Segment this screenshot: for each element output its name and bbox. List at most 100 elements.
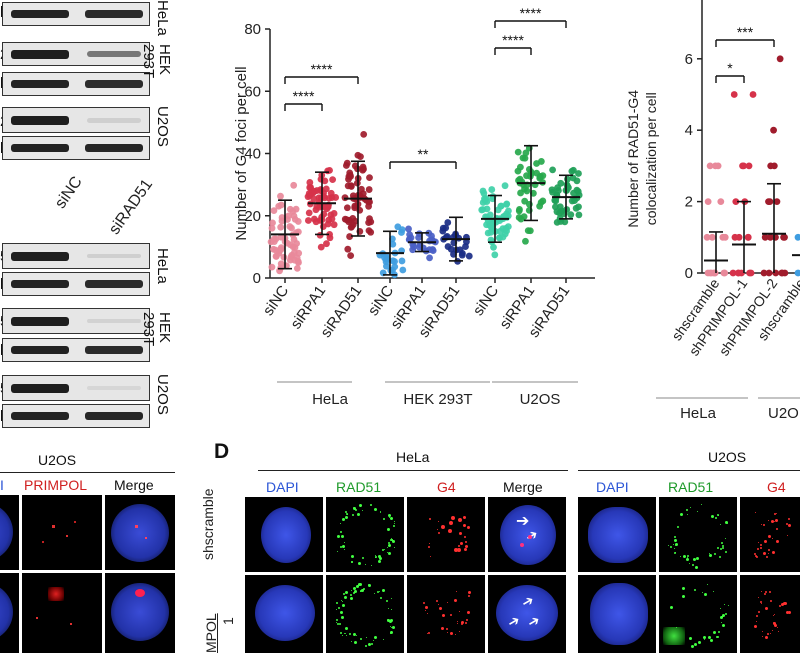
microscopy-cell	[105, 573, 175, 653]
data-point	[503, 227, 510, 235]
data-point	[536, 202, 544, 210]
fluorescent-focus	[381, 588, 385, 592]
fluorescent-focus	[762, 552, 766, 556]
fluorescent-focus	[721, 546, 724, 549]
data-point	[739, 162, 746, 170]
fluorescent-focus	[762, 524, 765, 527]
data-point	[575, 211, 583, 219]
fluorescent-focus	[388, 552, 392, 556]
microscopy-cell	[407, 497, 485, 572]
data-point	[293, 240, 301, 247]
data-point	[501, 182, 509, 190]
fluorescent-focus	[695, 556, 699, 560]
fluorescent-focus	[725, 613, 728, 616]
fluorescent-focus	[357, 583, 361, 587]
fluorescent-focus	[387, 619, 390, 622]
data-point	[405, 225, 412, 233]
fluorescent-focus	[352, 586, 356, 590]
data-point	[704, 198, 712, 206]
fluorescent-focus	[686, 558, 690, 561]
fluorescent-focus	[774, 513, 777, 516]
fluorescent-focus	[773, 520, 775, 522]
data-point	[351, 217, 359, 225]
fluorescent-focus	[392, 626, 396, 630]
fluorescent-focus	[766, 632, 769, 635]
data-point	[484, 229, 492, 237]
fluorescent-focus	[383, 518, 386, 521]
data-point	[295, 249, 303, 257]
data-point	[732, 198, 740, 206]
data-point	[268, 224, 276, 232]
fluorescent-focus	[673, 547, 675, 549]
data-point	[426, 254, 433, 262]
fluorescent-focus	[725, 520, 729, 524]
data-point	[554, 184, 561, 192]
data-point	[557, 218, 565, 225]
data-point	[533, 160, 540, 167]
data-point	[490, 243, 497, 251]
fluorescent-focus	[386, 552, 388, 554]
fluorescent-focus	[339, 631, 342, 634]
microscopy-cell	[740, 497, 800, 572]
data-point	[286, 256, 294, 264]
fluorescent-focus	[376, 591, 379, 594]
fluorescent-focus	[768, 552, 770, 554]
fluorescent-focus	[727, 605, 729, 606]
y-tick-label: 0	[685, 265, 693, 282]
fluorescent-focus	[336, 535, 340, 539]
microscopy-cell	[326, 497, 404, 572]
fluorescent-focus	[675, 626, 677, 628]
fluorescent-focus	[375, 555, 377, 557]
fluorescent-focus	[379, 512, 381, 514]
data-point	[365, 198, 372, 206]
fluorescent-focus	[457, 623, 459, 625]
fluorescent-focus	[754, 555, 757, 558]
fluorescent-focus	[757, 597, 759, 599]
data-point	[712, 162, 719, 170]
fluorescent-focus	[345, 590, 349, 594]
data-point	[497, 202, 505, 210]
fluorescent-focus	[440, 627, 444, 631]
fluorescent-focus	[774, 623, 778, 627]
microscopy-cell	[578, 575, 656, 653]
fluorescent-focus	[682, 554, 686, 558]
fluorescent-focus	[702, 635, 706, 639]
fluorescent-focus	[378, 590, 380, 592]
data-point	[569, 174, 577, 182]
fluorescent-focus	[437, 529, 439, 531]
fluorescent-focus	[361, 588, 365, 592]
data-point	[277, 233, 285, 241]
fluorescent-focus	[353, 589, 357, 593]
fluorescent-focus	[466, 526, 470, 530]
data-point	[522, 237, 529, 245]
x-tick-label: siNC	[470, 282, 503, 319]
fluorescent-focus	[455, 634, 457, 636]
data-point	[574, 187, 582, 195]
data-point	[703, 233, 711, 241]
data-point	[568, 167, 576, 175]
group-label: HeLa	[680, 405, 717, 422]
fluorescent-focus	[337, 623, 340, 626]
data-point	[480, 189, 488, 197]
fluorescent-focus	[390, 619, 394, 623]
fluorescent-focus	[787, 610, 791, 614]
fluorescent-focus	[778, 631, 780, 633]
data-point	[277, 244, 285, 252]
data-point	[306, 179, 314, 186]
fluorescent-focus	[460, 542, 463, 546]
row-label: 1	[220, 617, 236, 625]
fluorescent-focus	[760, 524, 762, 526]
data-point	[272, 252, 280, 260]
data-point	[310, 195, 318, 203]
blot-band-row	[2, 338, 150, 362]
fluorescent-focus	[349, 593, 352, 596]
data-point	[381, 254, 389, 262]
fluorescent-focus	[757, 610, 760, 613]
fluorescent-focus	[429, 517, 432, 520]
significance-label: **	[418, 146, 429, 162]
fluorescent-focus	[438, 604, 440, 606]
microscopy-cell	[245, 575, 323, 653]
data-point	[491, 251, 499, 259]
fluorescent-focus	[361, 556, 364, 559]
fluorescent-focus	[446, 631, 448, 633]
